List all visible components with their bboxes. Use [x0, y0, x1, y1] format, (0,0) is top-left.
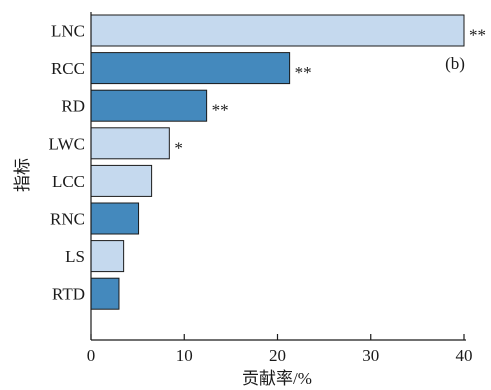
- x-axis-title: 贡献率/%: [242, 369, 312, 388]
- x-ticks: 0 10 20 30 40: [87, 334, 473, 365]
- bar-lcc: [90, 164, 153, 197]
- category-label-rcc: RCC: [51, 59, 85, 78]
- panel-label: (b): [445, 54, 465, 73]
- axes: [90, 12, 466, 341]
- bar-rd: [90, 89, 208, 122]
- category-label-ls: LS: [65, 247, 85, 266]
- bar-rtd: [90, 277, 120, 310]
- category-label-lwc: LWC: [48, 134, 85, 153]
- category-label-rd: RD: [61, 97, 85, 116]
- x-tick-label: 30: [362, 346, 379, 365]
- bar-lwc: [90, 127, 170, 160]
- category-label-lcc: LCC: [52, 172, 85, 191]
- x-tick-label: 10: [176, 346, 193, 365]
- category-labels: LNC RCC RD LWC LCC RNC LS RTD: [48, 22, 85, 304]
- bar-ls: [90, 240, 125, 273]
- x-tick-label: 20: [269, 346, 286, 365]
- y-axis-title: 指标: [13, 158, 32, 192]
- bar-rcc: [90, 52, 291, 85]
- bar-lnc: [90, 14, 465, 47]
- bars-layer: [90, 14, 465, 310]
- significance-label-lwc: *: [174, 138, 183, 157]
- significance-label-lnc: **: [469, 26, 486, 45]
- x-tick-label: 0: [87, 346, 96, 365]
- significance-label-rcc: **: [295, 63, 312, 82]
- x-tick-label: 40: [456, 346, 473, 365]
- category-label-rtd: RTD: [52, 285, 85, 304]
- significance-labels: *******: [174, 26, 486, 158]
- category-label-rnc: RNC: [50, 210, 85, 229]
- category-label-lnc: LNC: [51, 22, 85, 41]
- bar-rnc: [90, 202, 140, 235]
- significance-label-rd: **: [212, 101, 229, 120]
